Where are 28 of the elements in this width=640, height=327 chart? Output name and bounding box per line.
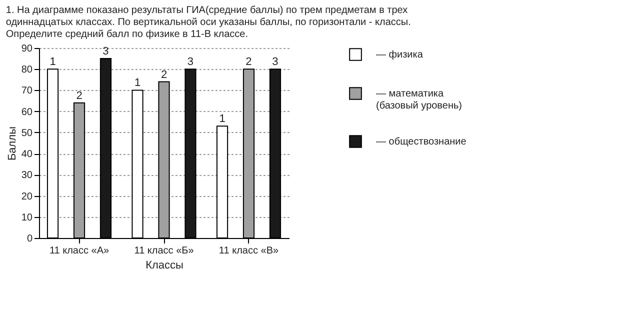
chart-title: 1. На диаграмме показано результаты ГИА(средние баллы) по трем предметам в трех одиннадцатых классах. По вертикальной оси указаны баллы, по горизонтали - классы. Определите средний балл по физике в 11-В классе.	[6, 5, 411, 40]
y-tick-label: 70	[21, 86, 33, 97]
y-tick-label: 30	[21, 170, 33, 182]
y-tick-label: 80	[21, 64, 33, 76]
y-tick-label: 50	[21, 128, 33, 139]
legend-label: — обществознание	[376, 136, 467, 148]
annotation: 2	[246, 56, 252, 68]
annotation: 3	[102, 46, 109, 58]
x-tick-label: 11 класс «Б»	[134, 246, 194, 256]
x-tick-label: 11 класс «А»	[49, 246, 110, 256]
x-axis-title: Классы	[146, 260, 184, 272]
legend-label: — физика	[376, 50, 424, 60]
annotation: 1	[134, 77, 141, 90]
x-tick-label: 11 класс «В»	[218, 246, 279, 256]
y-tick-label: 60	[21, 106, 33, 118]
y-tick-label: 40	[21, 149, 33, 160]
annotation: 1	[50, 56, 56, 68]
legend-label: — математика (базовый уровень)	[376, 88, 462, 112]
y-axis-title: Баллы	[6, 126, 18, 161]
y-tick-label: 10	[21, 212, 33, 224]
annotation: 2	[160, 68, 168, 81]
annotation: 2	[76, 90, 82, 102]
y-tick-label: 20	[21, 191, 33, 202]
annotation: 1	[219, 113, 226, 126]
y-tick-label: 90	[21, 44, 33, 54]
annotation: 3	[272, 56, 278, 68]
y-tick-label: 0	[26, 234, 33, 244]
annotation: 3	[187, 56, 194, 68]
